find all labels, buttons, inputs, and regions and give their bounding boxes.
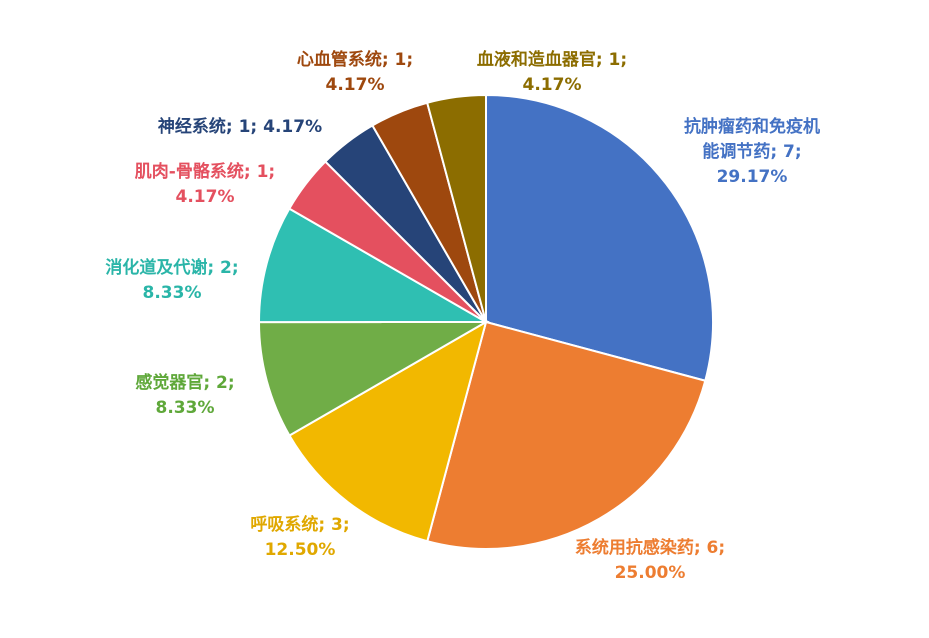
data-label: 感觉器官; 2; [135,372,234,393]
pie-slice [257,207,490,324]
data-label: 抗肿瘤药和免疫机 [684,116,820,137]
data-label: 血液和造血器官; 1; [477,49,627,70]
data-label: 12.50% [265,540,336,560]
data-label: 4.17% [176,187,235,207]
pie-slice [425,93,487,323]
data-label: 心血管系统; 1; [297,49,413,70]
data-label: 能调节药; 7; [702,141,801,162]
data-label: 8.33% [143,283,202,303]
pie-slice [257,320,490,437]
pie-slice [485,93,714,382]
data-label: 29.17% [717,167,788,187]
data-label: 25.00% [615,563,686,583]
data-label: 肌肉-骨骼系统; 1; [135,161,275,182]
data-label: 4.17% [523,75,582,95]
data-label: 4.17% [326,75,385,95]
data-label: 系统用抗感染药; 6; [575,537,725,558]
data-label: 呼吸系统; 3; [250,514,349,535]
pie-slice [426,320,707,550]
pie-slice [288,319,488,543]
data-label: 消化道及代谢; 2; [105,257,238,278]
data-label: 神经系统; 1; 4.17% [158,116,322,137]
data-label: 8.33% [156,398,215,418]
